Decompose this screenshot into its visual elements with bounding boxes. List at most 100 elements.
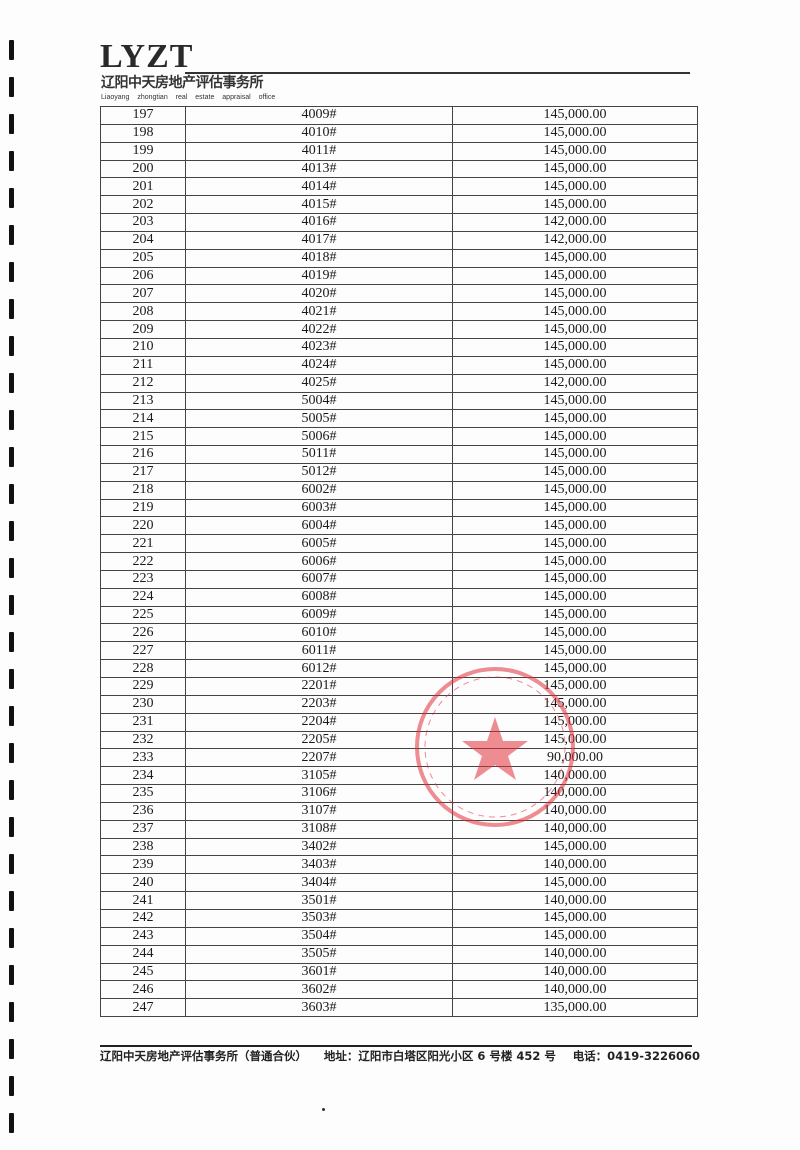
table-row: 204 4017# 142,000.00 — [100, 230, 698, 250]
footer: 辽阳中天房地产评估事务所（普通合伙） 地址：辽阳市白塔区阳光小区 6 号楼 45… — [100, 1049, 700, 1063]
table-row: 207 4020# 145,000.00 — [100, 284, 698, 304]
footer-phone: 电话：0419-3226060 — [572, 1049, 700, 1063]
binding-mark — [9, 817, 14, 837]
appraised-value: 142,000.00 — [452, 213, 698, 232]
unit-number: 4009# — [185, 106, 453, 125]
table-row: 229 2201# 145,000.00 — [100, 677, 698, 696]
row-number: 225 — [100, 605, 186, 625]
appraised-value: 145,000.00 — [452, 552, 698, 571]
row-number: 228 — [100, 659, 186, 678]
appraised-value: 145,000.00 — [452, 837, 698, 857]
row-number: 215 — [100, 427, 186, 447]
appraised-value: 145,000.00 — [452, 141, 698, 161]
unit-number: 4018# — [185, 248, 453, 268]
row-number: 201 — [100, 177, 186, 197]
binding-mark — [9, 410, 14, 430]
appraised-value: 145,000.00 — [452, 587, 698, 607]
binding-mark — [9, 151, 14, 171]
row-number: 238 — [100, 837, 186, 857]
table-row: 197 4009# 145,000.00 — [100, 106, 698, 125]
table-row: 244 3505# 140,000.00 — [100, 944, 698, 964]
unit-number: 6007# — [185, 569, 453, 589]
row-number: 230 — [100, 694, 186, 714]
row-number: 245 — [100, 962, 186, 982]
unit-number: 3106# — [185, 784, 453, 803]
appraised-value: 140,000.00 — [452, 801, 698, 821]
binding-mark — [9, 743, 14, 763]
binding-mark — [9, 558, 14, 578]
row-number: 217 — [100, 462, 186, 482]
row-number: 229 — [100, 677, 186, 696]
unit-number: 3108# — [185, 819, 453, 839]
binding-mark — [9, 1002, 14, 1022]
row-number: 216 — [100, 445, 186, 464]
table-row: 200 4013# 145,000.00 — [100, 159, 698, 179]
table-row: 222 6006# 145,000.00 — [100, 552, 698, 571]
unit-number: 3601# — [185, 962, 453, 982]
row-number: 220 — [100, 516, 186, 536]
table-row: 210 4023# 145,000.00 — [100, 337, 698, 357]
row-number: 247 — [100, 998, 186, 1018]
appraised-value: 145,000.00 — [452, 159, 698, 179]
company-name-en: Liaoyang zhongtian real estate appraisal… — [101, 94, 276, 101]
appraised-value: 140,000.00 — [452, 784, 698, 803]
table-row: 209 4022# 145,000.00 — [100, 320, 698, 339]
table-row: 234 3105# 140,000.00 — [100, 766, 698, 786]
scan-speck — [322, 1108, 325, 1111]
unit-number: 6010# — [185, 623, 453, 643]
unit-number: 6009# — [185, 605, 453, 625]
binding-mark — [9, 595, 14, 615]
unit-number: 3602# — [185, 980, 453, 1000]
unit-number: 4019# — [185, 266, 453, 286]
appraised-value: 140,000.00 — [452, 944, 698, 964]
row-number: 209 — [100, 320, 186, 339]
table-row: 226 6010# 145,000.00 — [100, 623, 698, 643]
table-row: 203 4016# 142,000.00 — [100, 213, 698, 232]
unit-number: 3505# — [185, 944, 453, 964]
unit-number: 6002# — [185, 480, 453, 500]
appraised-value: 145,000.00 — [452, 480, 698, 500]
appraised-value: 145,000.00 — [452, 677, 698, 696]
unit-number: 4015# — [185, 195, 453, 215]
row-number: 237 — [100, 819, 186, 839]
row-number: 218 — [100, 480, 186, 500]
row-number: 221 — [100, 534, 186, 554]
appraised-value: 145,000.00 — [452, 908, 698, 928]
row-number: 222 — [100, 552, 186, 571]
company-name-cn: 辽阳中天房地产评估事务所 — [101, 75, 264, 91]
row-number: 246 — [100, 980, 186, 1000]
appraised-value: 145,000.00 — [452, 337, 698, 357]
unit-number: 5004# — [185, 391, 453, 411]
row-number: 200 — [100, 159, 186, 179]
unit-number: 3504# — [185, 926, 453, 946]
unit-number: 4013# — [185, 159, 453, 179]
table-row: 236 3107# 140,000.00 — [100, 801, 698, 821]
unit-number: 6011# — [185, 641, 453, 661]
binding-mark — [9, 484, 14, 504]
appraised-value: 145,000.00 — [452, 605, 698, 625]
row-number: 226 — [100, 623, 186, 643]
appraised-value: 142,000.00 — [452, 373, 698, 393]
table-row: 202 4015# 145,000.00 — [100, 195, 698, 215]
unit-number: 6003# — [185, 498, 453, 518]
binding-mark — [9, 1076, 14, 1096]
table-row: 227 6011# 145,000.00 — [100, 641, 698, 661]
row-number: 227 — [100, 641, 186, 661]
row-number: 198 — [100, 123, 186, 143]
unit-number: 4010# — [185, 123, 453, 143]
binding-mark — [9, 891, 14, 911]
row-number: 244 — [100, 944, 186, 964]
appraised-value: 145,000.00 — [452, 641, 698, 661]
appraised-value: 145,000.00 — [452, 623, 698, 643]
unit-number: 6012# — [185, 659, 453, 678]
appraised-value: 140,000.00 — [452, 962, 698, 982]
unit-number: 5012# — [185, 462, 453, 482]
table-row: 206 4019# 145,000.00 — [100, 266, 698, 286]
table-row: 237 3108# 140,000.00 — [100, 819, 698, 839]
unit-number: 5011# — [185, 445, 453, 464]
table-row: 235 3106# 140,000.00 — [100, 784, 698, 803]
row-number: 211 — [100, 355, 186, 375]
row-number: 232 — [100, 730, 186, 750]
unit-number: 4020# — [185, 284, 453, 304]
unit-number: 2205# — [185, 730, 453, 750]
